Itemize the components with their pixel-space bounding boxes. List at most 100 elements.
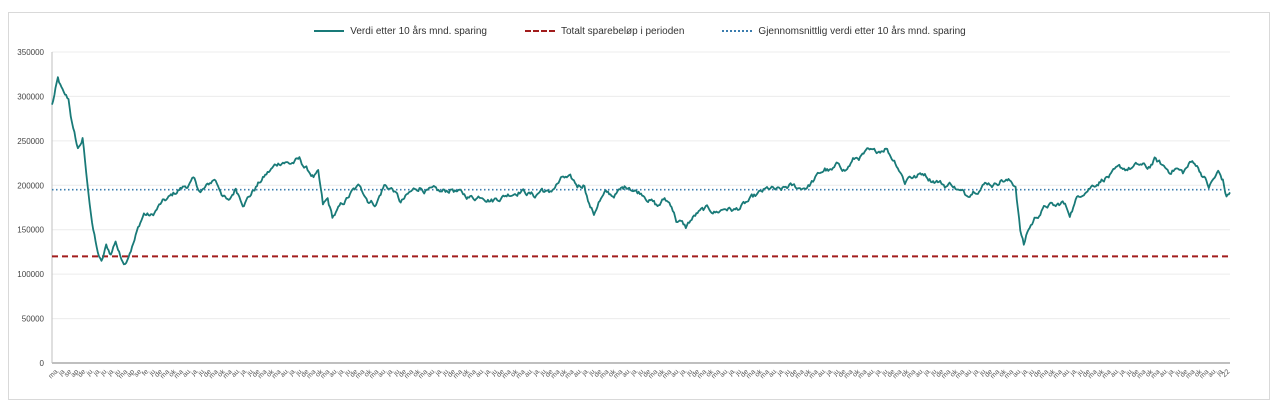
x-tick-label: ok bbox=[1193, 368, 1204, 379]
x-tick-label: ok bbox=[607, 368, 618, 379]
x-tick-label: ok bbox=[461, 368, 472, 379]
x-tick-label: ma bbox=[257, 368, 269, 380]
x-tick-label: ja bbox=[238, 368, 248, 378]
x-tick-label: se bbox=[63, 368, 73, 378]
x-tick-label: ja bbox=[385, 368, 395, 378]
x-tick-label: ja bbox=[775, 368, 785, 378]
x-tick-label: ok bbox=[510, 368, 521, 379]
x-tick-label: au bbox=[279, 368, 290, 379]
x-tick-label: ma bbox=[1150, 368, 1162, 380]
x-tick-label: ma bbox=[1087, 368, 1099, 380]
x-tick-label: de bbox=[495, 368, 506, 379]
legend-swatch-dashed bbox=[525, 30, 555, 32]
x-tick-label: ma bbox=[613, 368, 625, 380]
x-tick-label: ma bbox=[759, 368, 771, 380]
x-tick-label: ma bbox=[1199, 368, 1211, 380]
x-tick-label: ok bbox=[1096, 368, 1107, 379]
x-tick-label: ja bbox=[336, 368, 346, 378]
x-tick-label: ok bbox=[265, 368, 276, 379]
x-tick-label: au bbox=[1109, 368, 1120, 379]
y-tick-label: 50000 bbox=[22, 315, 45, 324]
x-tick-label: ma bbox=[452, 368, 464, 380]
x-tick-label: de bbox=[984, 368, 995, 379]
x-tick-label: ja bbox=[1166, 368, 1176, 378]
x-tick-label: de bbox=[886, 368, 897, 379]
x-tick-label: ok bbox=[412, 368, 423, 379]
y-tick-label: 350000 bbox=[17, 48, 44, 57]
x-tick-label: de bbox=[1130, 368, 1141, 379]
x-tick-label: ma bbox=[117, 368, 129, 380]
x-tick-label: ma bbox=[1136, 368, 1148, 380]
x-tick-label: ok bbox=[998, 368, 1009, 379]
legend-item-average: Gjennomsnittlig verdi etter 10 års mnd. … bbox=[722, 22, 966, 40]
x-tick-label: ja bbox=[580, 368, 590, 378]
x-tick-label: au bbox=[426, 368, 437, 379]
x-tick-label: ma bbox=[368, 368, 380, 380]
x-tick-label: ju bbox=[392, 368, 402, 378]
x-tick-label: ma bbox=[222, 368, 234, 380]
x-tick-label: ja bbox=[922, 368, 932, 378]
x-tick-label: ja bbox=[629, 368, 639, 378]
x-tick-label: ma bbox=[515, 368, 527, 380]
x-tick-label: ok bbox=[314, 368, 325, 379]
x-tick-label: de bbox=[593, 368, 604, 379]
x-tick-label: ma bbox=[808, 368, 820, 380]
x-tick-label: ja bbox=[971, 368, 981, 378]
x-tick-label: au bbox=[719, 368, 730, 379]
x-tick-label: ok bbox=[754, 368, 765, 379]
x-tick-label: ok bbox=[803, 368, 814, 379]
x-tick-label: ma bbox=[271, 368, 283, 380]
x-tick-label: de bbox=[935, 368, 946, 379]
legend-label-average: Gjennomsnittlig verdi etter 10 års mnd. … bbox=[758, 25, 966, 37]
legend-swatch-dotted bbox=[722, 30, 753, 32]
x-tick-label: ju bbox=[245, 368, 255, 378]
x-tick-label: ju bbox=[929, 368, 939, 378]
x-tick-label: ju bbox=[1173, 368, 1183, 378]
x-tick-label: ju bbox=[978, 368, 988, 378]
x-tick-label: se bbox=[133, 368, 143, 378]
x-tick-label: au bbox=[865, 368, 876, 379]
x-tick-label: au bbox=[230, 368, 241, 379]
x-tick-label: ma bbox=[355, 368, 367, 380]
legend-label-total: Totalt sparebeløp i perioden bbox=[561, 25, 685, 37]
x-tick-label: de bbox=[1033, 368, 1044, 379]
x-tick-label: ju bbox=[1124, 368, 1134, 378]
x-tick-label: ju bbox=[85, 368, 95, 378]
value-series-line bbox=[51, 76, 1231, 266]
x-tick-label: de bbox=[1081, 368, 1092, 379]
x-tick-label: de bbox=[300, 368, 311, 379]
legend-item-total: Totalt sparebeløp i perioden bbox=[525, 22, 684, 40]
x-tick-label: au bbox=[181, 368, 192, 379]
x-tick-label: ma bbox=[48, 368, 60, 380]
x-tick-label: ma bbox=[794, 368, 806, 380]
x-tick-label: de bbox=[251, 368, 262, 379]
x-tick-label: ma bbox=[906, 368, 918, 380]
y-tick-label: 0 bbox=[40, 359, 45, 368]
x-tick-label: de bbox=[398, 368, 409, 379]
x-tick-label: ok bbox=[851, 368, 862, 379]
x-tick-label: de bbox=[202, 368, 213, 379]
x-tick-label: ju bbox=[782, 368, 792, 378]
x-tick-label: au bbox=[572, 368, 583, 379]
x-tick-label: ju bbox=[196, 368, 206, 378]
x-tick-label: de bbox=[349, 368, 360, 379]
x-tick-label: au bbox=[767, 368, 778, 379]
x-tick-label: ja bbox=[1068, 368, 1078, 378]
x-tick-label: ok bbox=[217, 368, 228, 379]
x-tick-label: ju bbox=[294, 368, 304, 378]
x-tick-label: au bbox=[474, 368, 485, 379]
x-tick-label: ja bbox=[531, 368, 541, 378]
x-tick-label: de bbox=[642, 368, 653, 379]
x-tick-label: ja bbox=[678, 368, 688, 378]
x-tick-label: ok bbox=[1047, 368, 1058, 379]
x-tick-label: ju bbox=[441, 368, 451, 378]
x-tick-label: ma bbox=[1185, 368, 1197, 380]
x-tick-label: ju bbox=[587, 368, 597, 378]
x-tick-label: fe bbox=[141, 368, 150, 377]
x-tick-label: ju bbox=[489, 368, 499, 378]
x-tick-label: ma bbox=[501, 368, 513, 380]
x-tick-label: ma bbox=[648, 368, 660, 380]
x-tick-label: au bbox=[377, 368, 388, 379]
x-tick-label: ok bbox=[558, 368, 569, 379]
